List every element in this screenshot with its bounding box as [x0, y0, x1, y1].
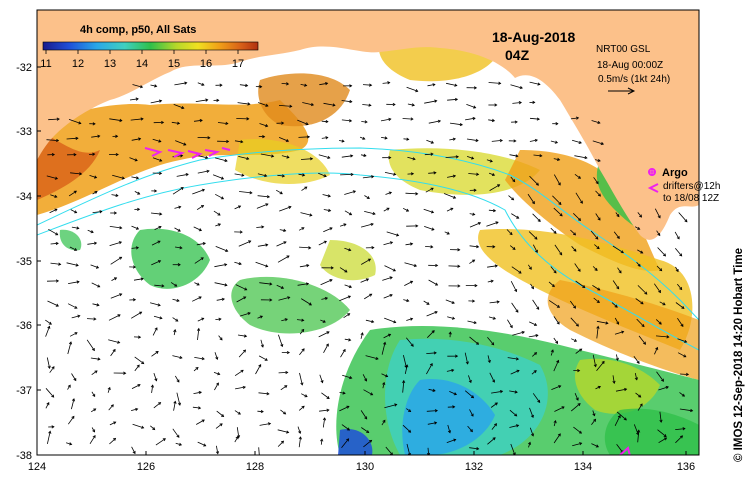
drifters-line2: to 18/08 12Z	[663, 193, 719, 204]
colorbar-legend: 4h comp, p50, All Sats 11 12 13 14 15 16 17	[40, 24, 259, 70]
argo-marker-icon	[648, 168, 656, 176]
x-axis: 124 126 128 130 132 134 136	[28, 451, 695, 473]
current-product: NRT00 GSL	[596, 44, 651, 55]
colorbar-tick-label: 14	[136, 58, 148, 70]
drifter-marker-icon	[647, 183, 659, 193]
argo-label: Argo	[662, 167, 688, 179]
colorbar-tick-label: 12	[72, 58, 84, 70]
y-tick-label: -36	[16, 320, 32, 332]
current-scale-label: 0.5m/s (1kt 24h)	[598, 74, 670, 85]
y-tick-label: -37	[16, 385, 32, 397]
y-tick-label: -33	[16, 126, 32, 138]
y-tick-label: -34	[16, 191, 32, 203]
land-mass	[37, 10, 699, 240]
shelf-contours	[37, 147, 699, 351]
date-label: 18-Aug-2018	[492, 29, 575, 45]
x-tick-label: 134	[574, 461, 592, 473]
x-tick-label: 128	[246, 461, 264, 473]
colorbar	[42, 41, 259, 51]
colorbar-tick-label: 13	[104, 58, 116, 70]
scale-arrow	[608, 87, 636, 95]
y-tick-label: -35	[16, 256, 32, 268]
colorbar-tick-label: 11	[40, 58, 51, 70]
credit-text: © IMOS 12-Sep-2018 14:20 Hobart Time	[733, 248, 745, 462]
plot-frame	[36, 9, 700, 456]
drifter-track	[144, 147, 631, 455]
drifters-line1: drifters@12h	[663, 181, 720, 192]
legend-title: 4h comp, p50, All Sats	[80, 24, 196, 36]
colorbar-tick-label: 16	[200, 58, 212, 70]
x-tick-label: 126	[137, 461, 155, 473]
time-label: 04Z	[505, 47, 530, 63]
y-tick-label: -32	[16, 62, 32, 74]
argo-legend: Argo drifters@12h to 18/08 12Z	[647, 167, 720, 204]
x-tick-label: 130	[356, 461, 374, 473]
x-tick-label: 124	[28, 461, 46, 473]
colorbar-tick-label: 15	[168, 58, 180, 70]
y-tick-label: -38	[16, 450, 32, 462]
x-tick-label: 136	[677, 461, 695, 473]
x-tick-label: 132	[465, 461, 483, 473]
colorbar-tick-label: 17	[232, 58, 244, 70]
current-vectors	[45, 81, 694, 455]
current-timestamp: 18-Aug 00:00Z	[597, 60, 663, 71]
y-axis: -32 -33 -34 -35 -36 -37 -38	[16, 62, 41, 462]
